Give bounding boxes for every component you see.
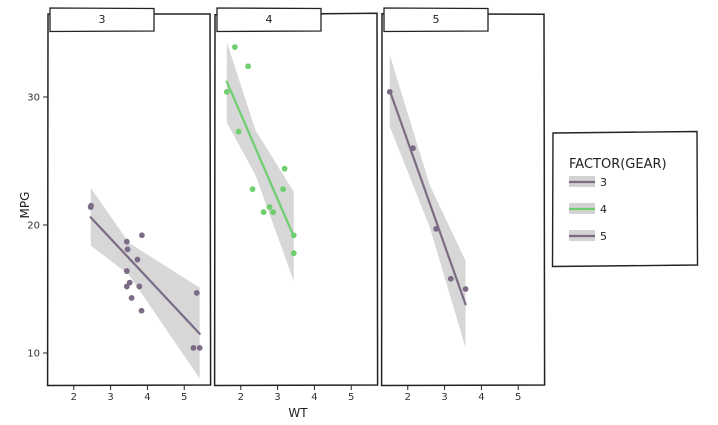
data-point xyxy=(249,186,256,193)
data-point xyxy=(123,283,130,290)
panel-frame xyxy=(46,13,212,387)
data-point xyxy=(386,88,393,95)
data-point xyxy=(193,289,200,296)
legend-label: 4 xyxy=(600,203,607,216)
data-point xyxy=(196,344,203,351)
y-axis-title: MPG xyxy=(18,192,32,219)
data-point xyxy=(433,225,440,232)
legend-entry-5: 5 xyxy=(569,230,607,243)
facet-panels: 3 2 3 4 5 10 20 30 4 2 3 4 5 5 2 3 4 5 xyxy=(27,7,546,403)
legend-label: 3 xyxy=(600,176,607,189)
x-tick-label: 3 xyxy=(107,392,113,403)
data-point xyxy=(290,232,297,239)
confidence-band xyxy=(389,54,466,348)
strip-label: 4 xyxy=(266,13,273,26)
data-point xyxy=(88,202,94,209)
x-tick-label: 3 xyxy=(274,392,280,403)
legend-box xyxy=(551,130,699,268)
data-point xyxy=(123,238,130,245)
x-tick-label: 5 xyxy=(181,392,187,403)
strip-label: 5 xyxy=(433,13,440,26)
y-tick-label: 20 xyxy=(27,221,40,232)
data-point xyxy=(138,232,145,239)
x-tick-label: 2 xyxy=(405,392,411,403)
x-tick-label: 2 xyxy=(238,392,244,403)
strip-box xyxy=(383,7,489,33)
regression-line xyxy=(225,80,295,238)
legend: FACTOR(GEAR) 3 4 5 xyxy=(551,130,699,268)
data-point xyxy=(447,275,454,282)
data-point xyxy=(124,246,131,253)
facet-panel-4: 4 2 3 4 5 xyxy=(213,7,379,403)
confidence-band xyxy=(90,187,200,379)
legend-entry-3: 3 xyxy=(569,176,607,189)
strip-box xyxy=(216,7,322,33)
y-tick-label: 30 xyxy=(27,93,40,104)
data-point xyxy=(266,204,273,210)
data-point xyxy=(231,44,238,50)
data-point xyxy=(223,88,230,95)
y-tick-label: 10 xyxy=(27,349,40,360)
regression-line xyxy=(388,89,467,306)
data-point xyxy=(235,128,242,135)
data-point xyxy=(280,186,287,193)
data-point xyxy=(270,209,277,216)
legend-entry-4: 4 xyxy=(569,203,607,216)
data-point xyxy=(128,295,135,301)
data-point xyxy=(136,283,143,290)
strip-label: 3 xyxy=(99,13,106,26)
regression-line xyxy=(89,216,201,335)
panel-frame xyxy=(213,12,379,387)
x-tick-label: 5 xyxy=(515,392,521,403)
data-point xyxy=(245,63,252,70)
facet-panel-3: 3 2 3 4 5 10 20 30 xyxy=(27,7,212,403)
legend-title: FACTOR(GEAR) xyxy=(569,157,667,172)
x-tick-label: 4 xyxy=(311,392,317,403)
panel-frame xyxy=(380,13,546,387)
data-point xyxy=(462,286,469,292)
data-point xyxy=(123,268,130,274)
strip-box xyxy=(49,7,155,33)
data-point xyxy=(290,250,297,257)
data-point xyxy=(134,256,141,263)
x-tick-label: 5 xyxy=(348,392,354,403)
facet-panel-5: 5 2 3 4 5 xyxy=(380,7,546,403)
x-tick-label: 2 xyxy=(71,392,77,403)
data-point xyxy=(190,344,197,351)
data-point xyxy=(260,209,267,216)
data-point xyxy=(281,165,288,172)
data-point xyxy=(410,145,416,152)
data-point xyxy=(138,307,145,314)
legend-label: 5 xyxy=(600,230,607,243)
x-tick-label: 3 xyxy=(441,392,447,403)
x-axis-title: WT xyxy=(288,406,308,420)
x-tick-label: 4 xyxy=(144,392,150,403)
x-tick-label: 4 xyxy=(478,392,484,403)
